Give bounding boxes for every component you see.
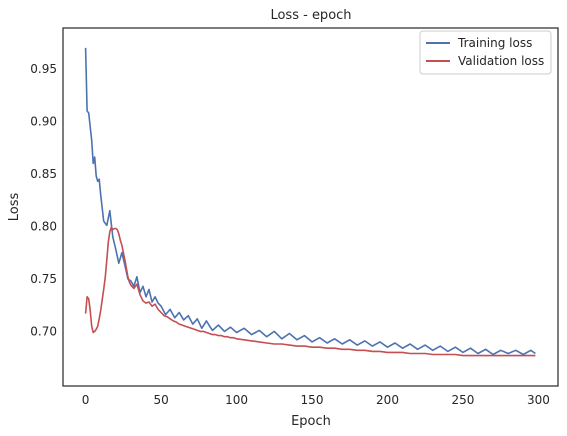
y-tick-label: 0.90 [30, 114, 57, 128]
x-tick-label: 150 [301, 393, 324, 407]
x-axis-title: Epoch [291, 414, 331, 429]
x-tick-label: 0 [82, 393, 90, 407]
x-tick-label: 250 [451, 393, 474, 407]
x-tick-label: 300 [527, 393, 550, 407]
legend: Training loss Validation loss [419, 30, 552, 75]
x-tick-label: 100 [225, 393, 248, 407]
y-tick-label: 0.85 [30, 167, 57, 181]
y-axis-title: Loss [7, 193, 22, 222]
training-loss-line [84, 47, 536, 356]
y-tick-label: 0.70 [30, 324, 57, 338]
plot-frame [62, 27, 559, 387]
y-tick-label: 0.80 [30, 219, 57, 233]
y-tick-label: 0.95 [30, 62, 57, 76]
x-tick-label: 200 [376, 393, 399, 407]
chart-title: Loss - epoch [270, 8, 351, 23]
validation-loss-line [84, 226, 536, 357]
y-tick-label: 0.75 [30, 272, 57, 286]
legend-label-training: Training loss [457, 36, 532, 50]
legend-label-validation: Validation loss [458, 54, 544, 68]
x-tick-label: 50 [153, 393, 168, 407]
legend-box [419, 30, 552, 75]
